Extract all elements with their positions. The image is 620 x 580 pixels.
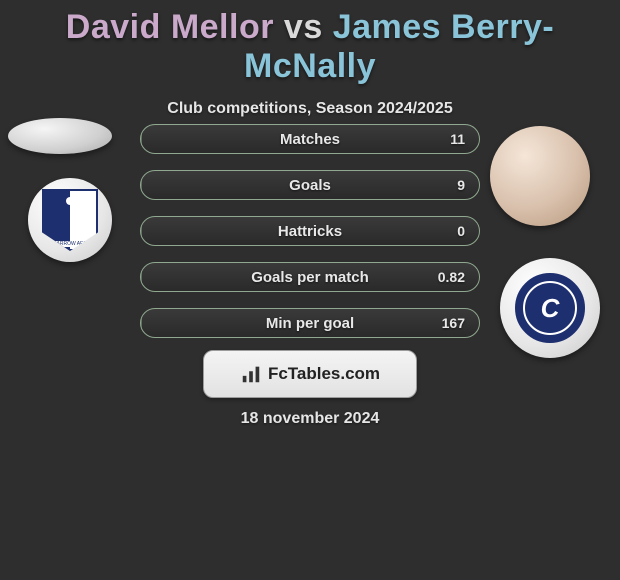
- stat-label: Hattricks: [278, 223, 342, 240]
- stat-row-matches: Matches 11: [140, 124, 480, 154]
- subtitle: Club competitions, Season 2024/2025: [0, 100, 620, 118]
- stat-label: Matches: [280, 131, 340, 148]
- stat-right-value: 11: [450, 131, 465, 147]
- player2-avatar: [490, 126, 590, 226]
- player1-avatar: [8, 118, 112, 154]
- brand-text: FcTables.com: [268, 364, 380, 384]
- stat-row-goals-per-match: Goals per match 0.82: [140, 262, 480, 292]
- chesterfield-circle-icon: C: [515, 273, 585, 343]
- stat-row-goals: Goals 9: [140, 170, 480, 200]
- player1-name: David Mellor: [66, 8, 274, 46]
- barrow-shield-icon: BARROW AFC: [42, 189, 98, 251]
- stats-container: Matches 11 Goals 9 Hattricks 0 Goals per…: [140, 124, 480, 354]
- stat-label: Min per goal: [266, 315, 354, 332]
- stat-right-value: 0.82: [438, 269, 465, 285]
- stat-fill: [141, 171, 142, 199]
- player1-club-crest: BARROW AFC: [28, 178, 112, 262]
- chesterfield-crest-initial: C: [541, 293, 560, 324]
- date-text: 18 november 2024: [241, 410, 380, 428]
- stat-fill: [141, 125, 142, 153]
- stat-row-hattricks: Hattricks 0: [140, 216, 480, 246]
- stat-fill: [141, 309, 142, 337]
- stat-label: Goals per match: [251, 269, 369, 286]
- player2-club-crest: C: [500, 258, 600, 358]
- stat-right-value: 167: [442, 315, 465, 331]
- vs-text: vs: [284, 8, 323, 46]
- page-title: David Mellor vs James Berry-McNally: [0, 0, 620, 86]
- stat-row-min-per-goal: Min per goal 167: [140, 308, 480, 338]
- barrow-crest-label: BARROW AFC: [51, 241, 89, 247]
- bar-chart-icon: [240, 363, 262, 385]
- fctables-link[interactable]: FcTables.com: [203, 350, 417, 398]
- stat-label: Goals: [289, 177, 331, 194]
- stat-fill: [141, 217, 142, 245]
- stat-fill: [141, 263, 142, 291]
- stat-right-value: 9: [457, 177, 465, 193]
- stat-right-value: 0: [457, 223, 465, 239]
